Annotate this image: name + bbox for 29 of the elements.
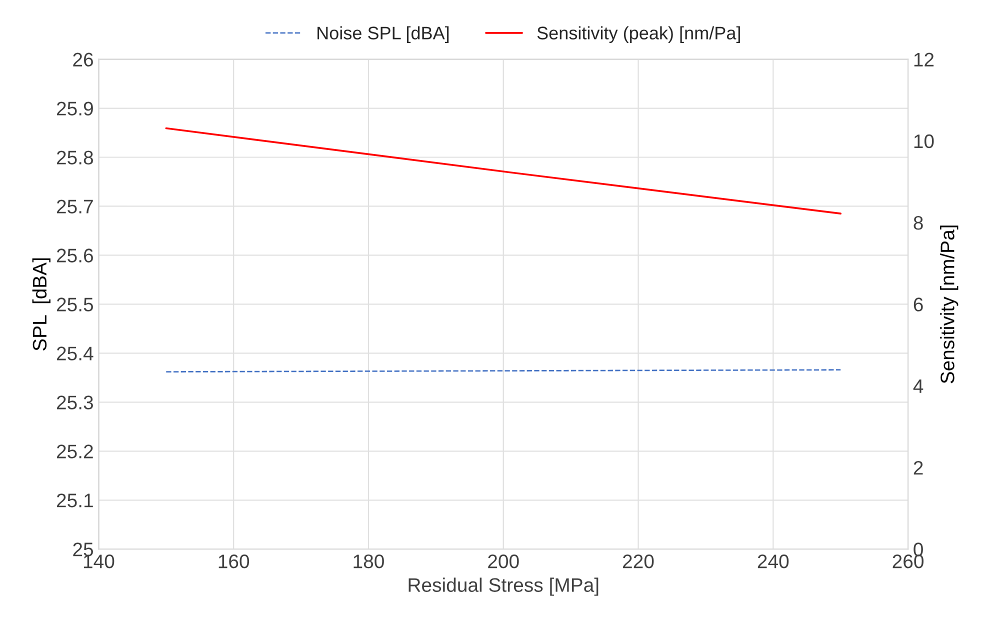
legend-label: Sensitivity (peak) [nm/Pa] — [537, 26, 740, 44]
y2-tick-label: 2 — [914, 460, 923, 475]
y2-tick-label: 6 — [914, 298, 923, 312]
x-axis-title: Residual Stress [MPa] — [408, 578, 598, 596]
y-tick-label: 25.8 — [56, 150, 93, 164]
x-tick-label: 240 — [758, 554, 789, 568]
y2-tick-label: 10 — [914, 134, 934, 148]
y-tick-label: 26 — [73, 52, 93, 67]
x-tick-label: 180 — [354, 554, 384, 568]
y-tick-label: 25.1 — [56, 494, 93, 508]
y2-tick-label: 4 — [913, 380, 924, 393]
x-tick-label: 200 — [488, 554, 519, 568]
y-tick-label: 25 — [73, 542, 94, 556]
y-tick-label: 25.2 — [56, 444, 93, 458]
y2-tick-label: 12 — [914, 52, 934, 66]
y-tick-label: 25.9 — [56, 102, 93, 116]
legend-label: Noise SPL [dBA] — [318, 26, 449, 44]
y2-tick-label: 8 — [914, 216, 923, 230]
x-tick-label: 160 — [218, 554, 250, 568]
y-tick-label: 25.5 — [56, 298, 94, 312]
x-tick-label: 220 — [623, 554, 654, 568]
y-tick-label: 25.7 — [56, 200, 93, 214]
y2-axis-title: Sensitivity [nm/Pa] — [940, 226, 958, 384]
x-tick-label: 260 — [892, 554, 924, 568]
x-tick-label: 140 — [84, 554, 114, 568]
y-tick-label: 25.4 — [56, 346, 94, 360]
y-tick-label: 25.3 — [56, 396, 93, 410]
y-tick-label: 25.6 — [56, 248, 93, 262]
y-axis-title: SPL [dBA] — [32, 258, 50, 351]
